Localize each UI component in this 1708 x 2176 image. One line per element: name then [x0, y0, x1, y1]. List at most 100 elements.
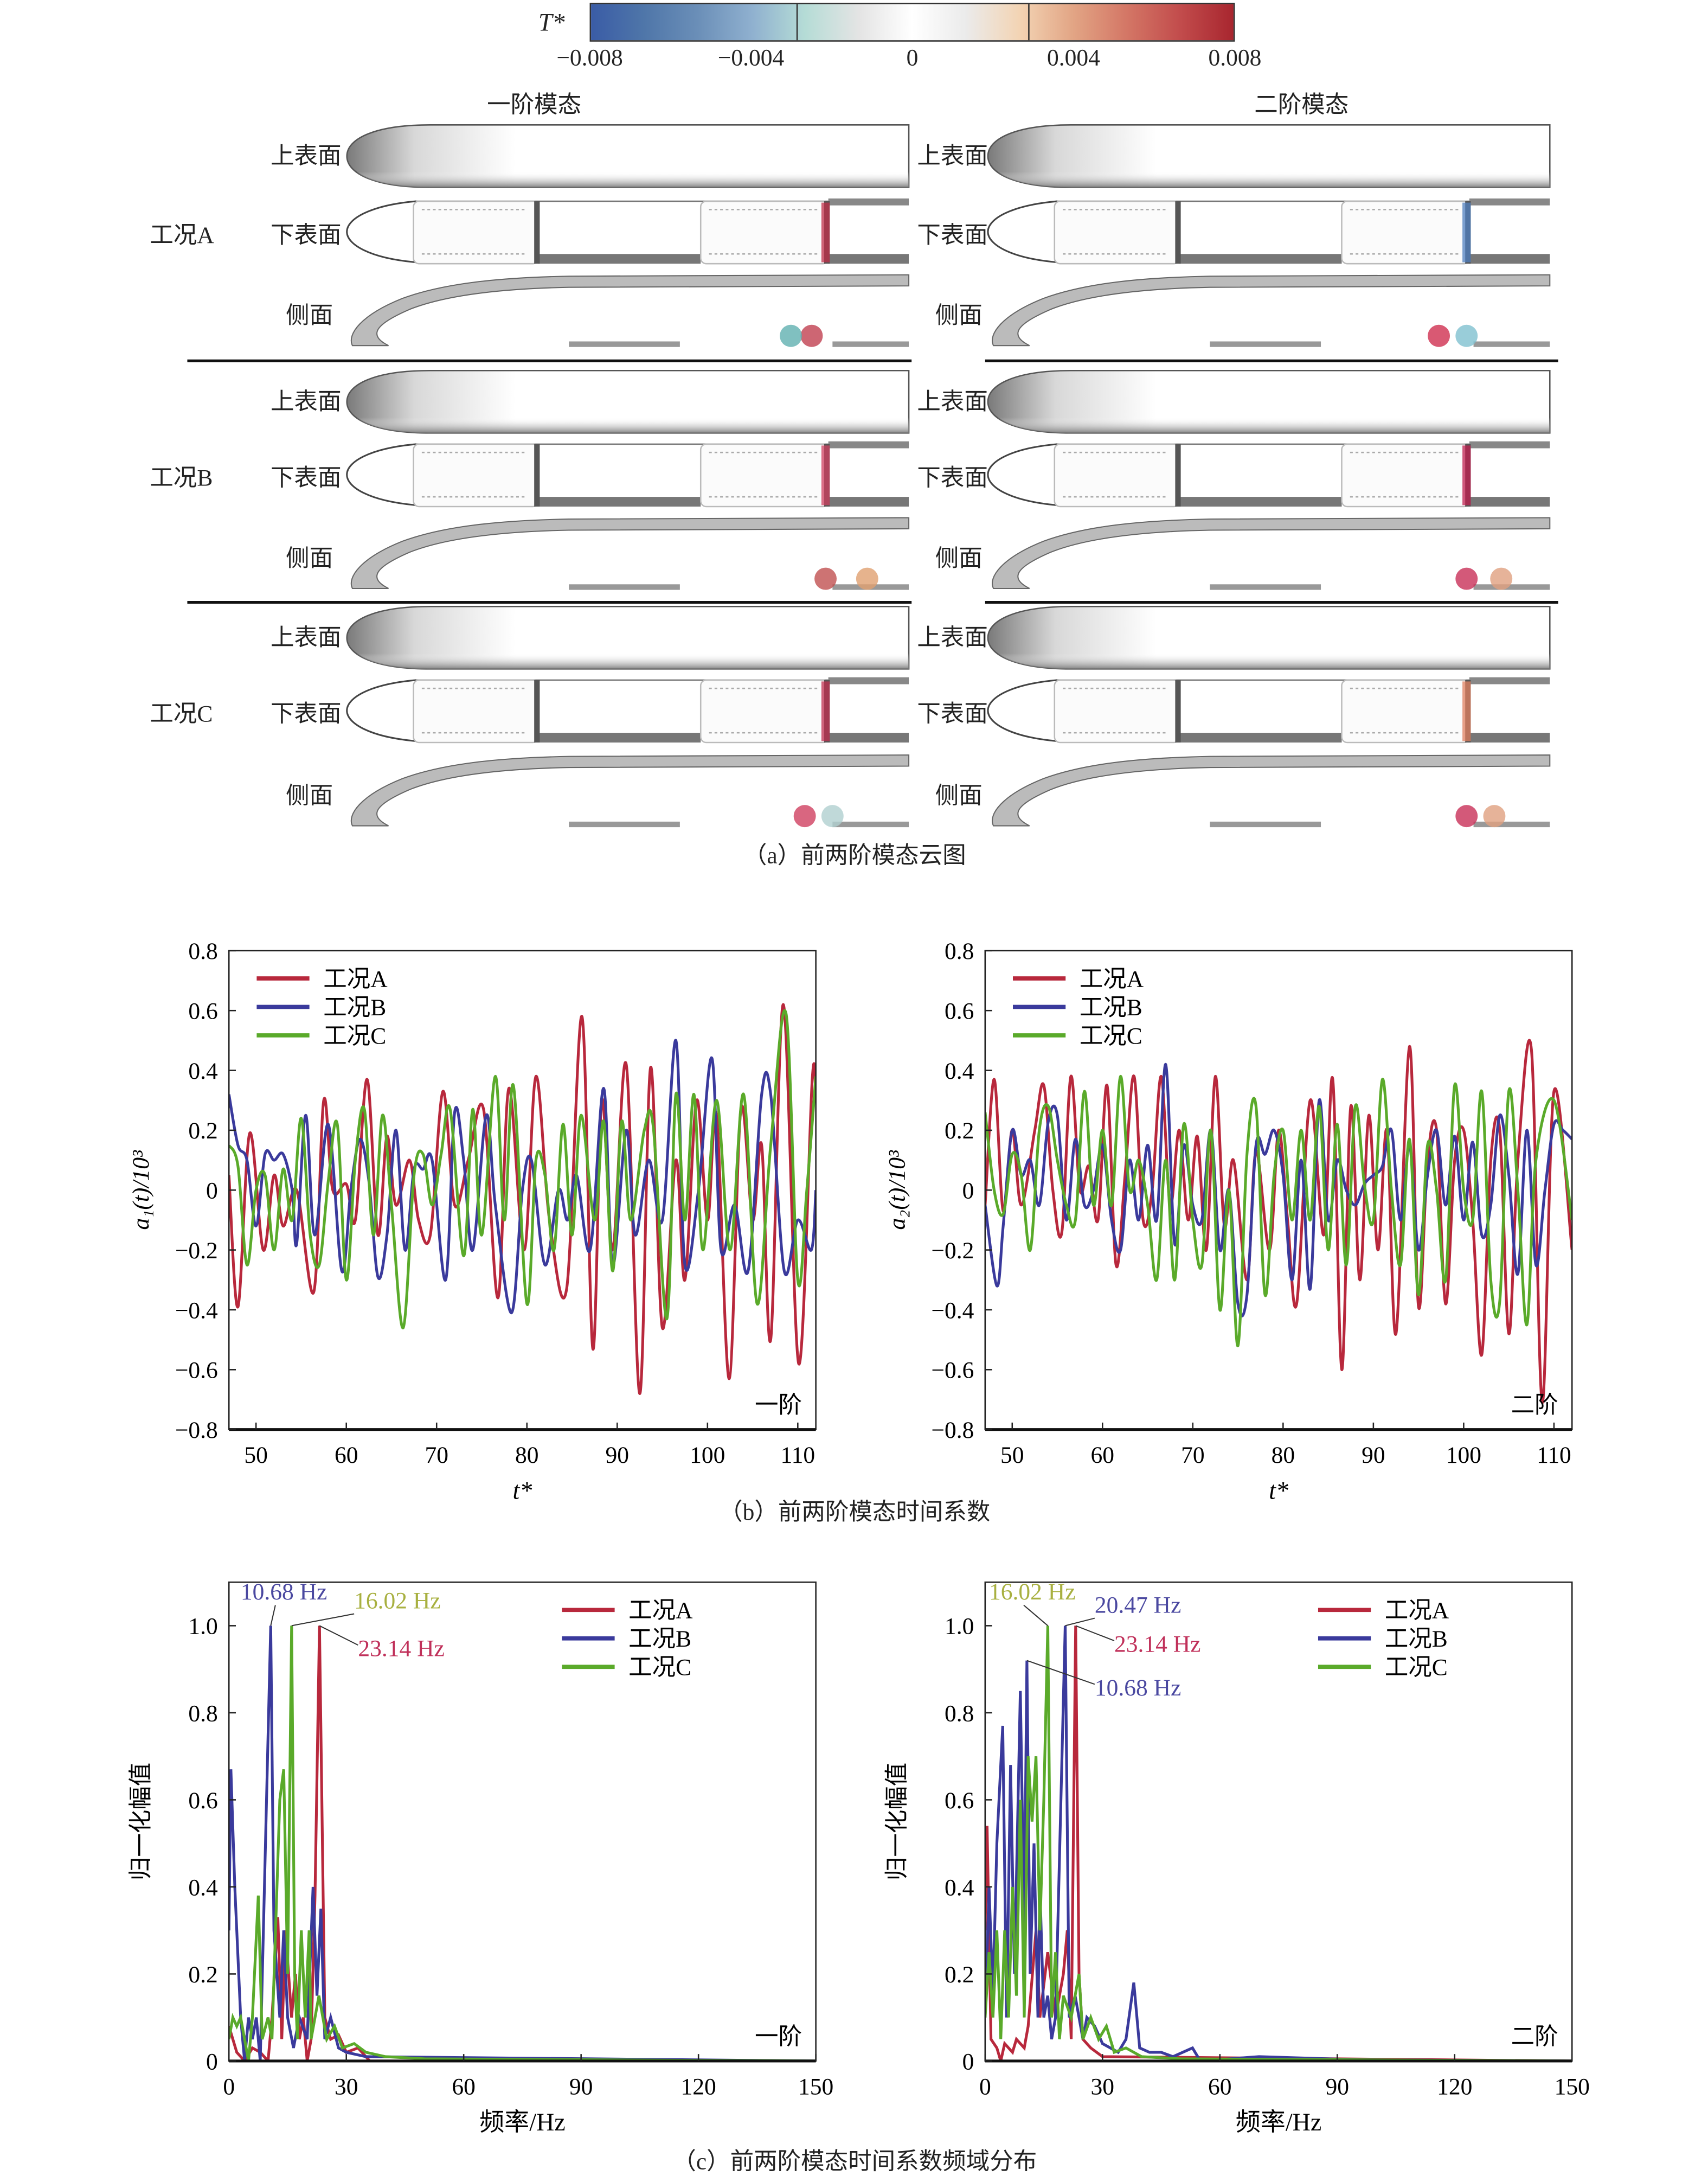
annotation-arrow [270, 1605, 276, 1626]
y-axis-label: a₁(t)/10³ [128, 1150, 154, 1230]
case-label: 工况A [150, 222, 214, 249]
bogie-region [1054, 443, 1180, 508]
surface-label-side: 侧面 [286, 302, 333, 329]
mode-hotspot [1455, 567, 1478, 590]
surface-label-top: 上表面 [270, 624, 342, 651]
y-tick-label: 0.6 [945, 1788, 974, 1814]
colorbar-tick-label: 0.008 [1208, 44, 1262, 71]
mode-hotspot [821, 681, 830, 741]
x-tick-label: 30 [1091, 2073, 1115, 2100]
x-tick-label: 90 [1326, 2073, 1350, 2100]
legend-label: 工况A [1080, 966, 1144, 992]
surface-label-bottom: 下表面 [917, 465, 988, 491]
peak-frequency-annotation: 23.14 Hz [1114, 1631, 1200, 1657]
y-axis-label: 归一化幅值 [128, 1763, 154, 1881]
caption-a: （a）前两阶模态云图 [743, 842, 966, 869]
bottom-surface-contour [987, 677, 1550, 744]
legend-label: 工况C [628, 1655, 691, 1681]
x-tick-label: 90 [569, 2073, 593, 2100]
y-tick-label: −0.4 [175, 1297, 218, 1323]
y-tick-label: −0.8 [931, 1417, 974, 1443]
bogie-region [413, 200, 540, 265]
y-tick-label: −0.2 [175, 1238, 218, 1264]
surface-label-side: 侧面 [286, 545, 333, 572]
series-line-2 [985, 1625, 1572, 2061]
y-tick-label: −0.2 [931, 1238, 974, 1264]
mode-hotspot [1462, 681, 1471, 741]
annotation-arrow [1023, 1604, 1049, 1627]
column-title-mode1: 一阶模态 [487, 91, 582, 118]
mode-order-label: 一阶 [755, 2024, 802, 2050]
y-tick-label: 0.4 [188, 1874, 218, 1900]
bogie-region [1054, 200, 1180, 265]
y-tick-label: 0.4 [188, 1058, 218, 1084]
legend-label: 工况B [628, 1626, 691, 1652]
mode-hotspot [1462, 202, 1471, 263]
top-surface-contour [987, 124, 1551, 188]
chart-time-coefficient-2: 50 60 70 80 90 100 110 −0.8 −0.6 −0.4 −0.2 0 0.2 0.4 0… [884, 938, 1573, 1505]
plot-frame [984, 950, 1573, 1430]
surface-label-side: 侧面 [935, 302, 983, 329]
x-axis-label: t* [513, 1477, 532, 1505]
case-label: 工况B [150, 465, 213, 491]
mode-contour-panels [187, 124, 1558, 828]
column-title-mode2: 二阶模态 [1254, 91, 1349, 118]
y-tick-label: 0 [962, 2049, 974, 2075]
x-axis-label: t* [1269, 1477, 1288, 1505]
colorbar-tick-label: 0 [906, 44, 919, 71]
chart-spectrum-1: 0 30 60 90 120 150 0 0.2 0.4 0.6 0.8 1.0 频率/Hz 归一化幅值一… [128, 1579, 833, 2136]
surface-label-side: 侧面 [286, 783, 333, 809]
surface-label-top: 上表面 [270, 143, 342, 170]
surface-label-top: 上表面 [917, 143, 988, 170]
mode-hotspot [1455, 805, 1478, 828]
legend-label: 工况A [1385, 1598, 1449, 1624]
y-tick-label: 0.8 [188, 1700, 217, 1726]
surface-label-side: 侧面 [935, 783, 983, 809]
caption-c: （c）前两阶模态时间系数频域分布 [672, 2148, 1037, 2175]
x-tick-label: 120 [681, 2073, 716, 2100]
surface-label-bottom: 下表面 [270, 222, 342, 249]
y-tick-label: 0.2 [188, 1962, 217, 1988]
legend-label: 工况A [323, 966, 388, 992]
legend-label: 工况A [628, 1598, 693, 1624]
mode-hotspot [1462, 445, 1471, 505]
y-tick-label: 0 [962, 1178, 974, 1204]
side-surface-contour [350, 517, 910, 590]
x-tick-label: 80 [1272, 1442, 1295, 1468]
y-tick-label: 0.4 [945, 1874, 974, 1900]
charts: 50 60 70 80 90 100 110−0.8−0.6−0.4−0.200.20.40… [128, 938, 1590, 2136]
y-tick-label: −0.6 [931, 1358, 974, 1384]
y-tick-label: 0 [206, 1178, 218, 1204]
y-tick-label: 0.2 [945, 1118, 974, 1144]
y-tick-label: 1.0 [188, 1614, 217, 1640]
bogie-region [413, 443, 540, 508]
mode-hotspot [1490, 567, 1513, 590]
y-tick-label: 0.2 [945, 1962, 974, 1988]
bottom-surface-contour [346, 677, 909, 744]
caption-b: （b）前两阶模态时间系数 [719, 1499, 991, 1526]
x-tick-label: 60 [1208, 2073, 1232, 2100]
y-tick-label: 0.4 [945, 1058, 974, 1084]
colorbar-label: T* [538, 8, 565, 36]
chart-spectrum-2: 0 30 60 90 120 150 0 0.2 0.4 0.6 0.8 1.0 频率/Hz 归一化幅值二… [884, 1579, 1589, 2136]
mode-hotspot [821, 445, 830, 505]
y-tick-label: 0.6 [945, 999, 974, 1025]
side-surface-contour [992, 754, 1551, 828]
annotation-arrow [291, 1613, 355, 1627]
legend-label: 工况B [1080, 995, 1142, 1021]
colorbar-tick-label: 0.004 [1047, 44, 1100, 71]
legend-label: 工况C [323, 1023, 386, 1049]
surface-label-top: 上表面 [917, 388, 988, 415]
x-tick-label: 60 [452, 2073, 475, 2100]
bottom-surface-contour [987, 198, 1550, 265]
series-line-3 [985, 1075, 1572, 1347]
peak-frequency-annotation: 16.02 Hz [354, 1588, 440, 1614]
mode-hotspot [1483, 805, 1506, 828]
x-tick-label: 150 [1555, 2073, 1590, 2100]
mode-hotspot [793, 805, 816, 828]
mode-hotspot [1455, 324, 1478, 347]
x-tick-label: 60 [335, 1442, 358, 1468]
y-tick-label: 0 [206, 2049, 218, 2075]
y-tick-label: 0.6 [188, 1788, 217, 1814]
